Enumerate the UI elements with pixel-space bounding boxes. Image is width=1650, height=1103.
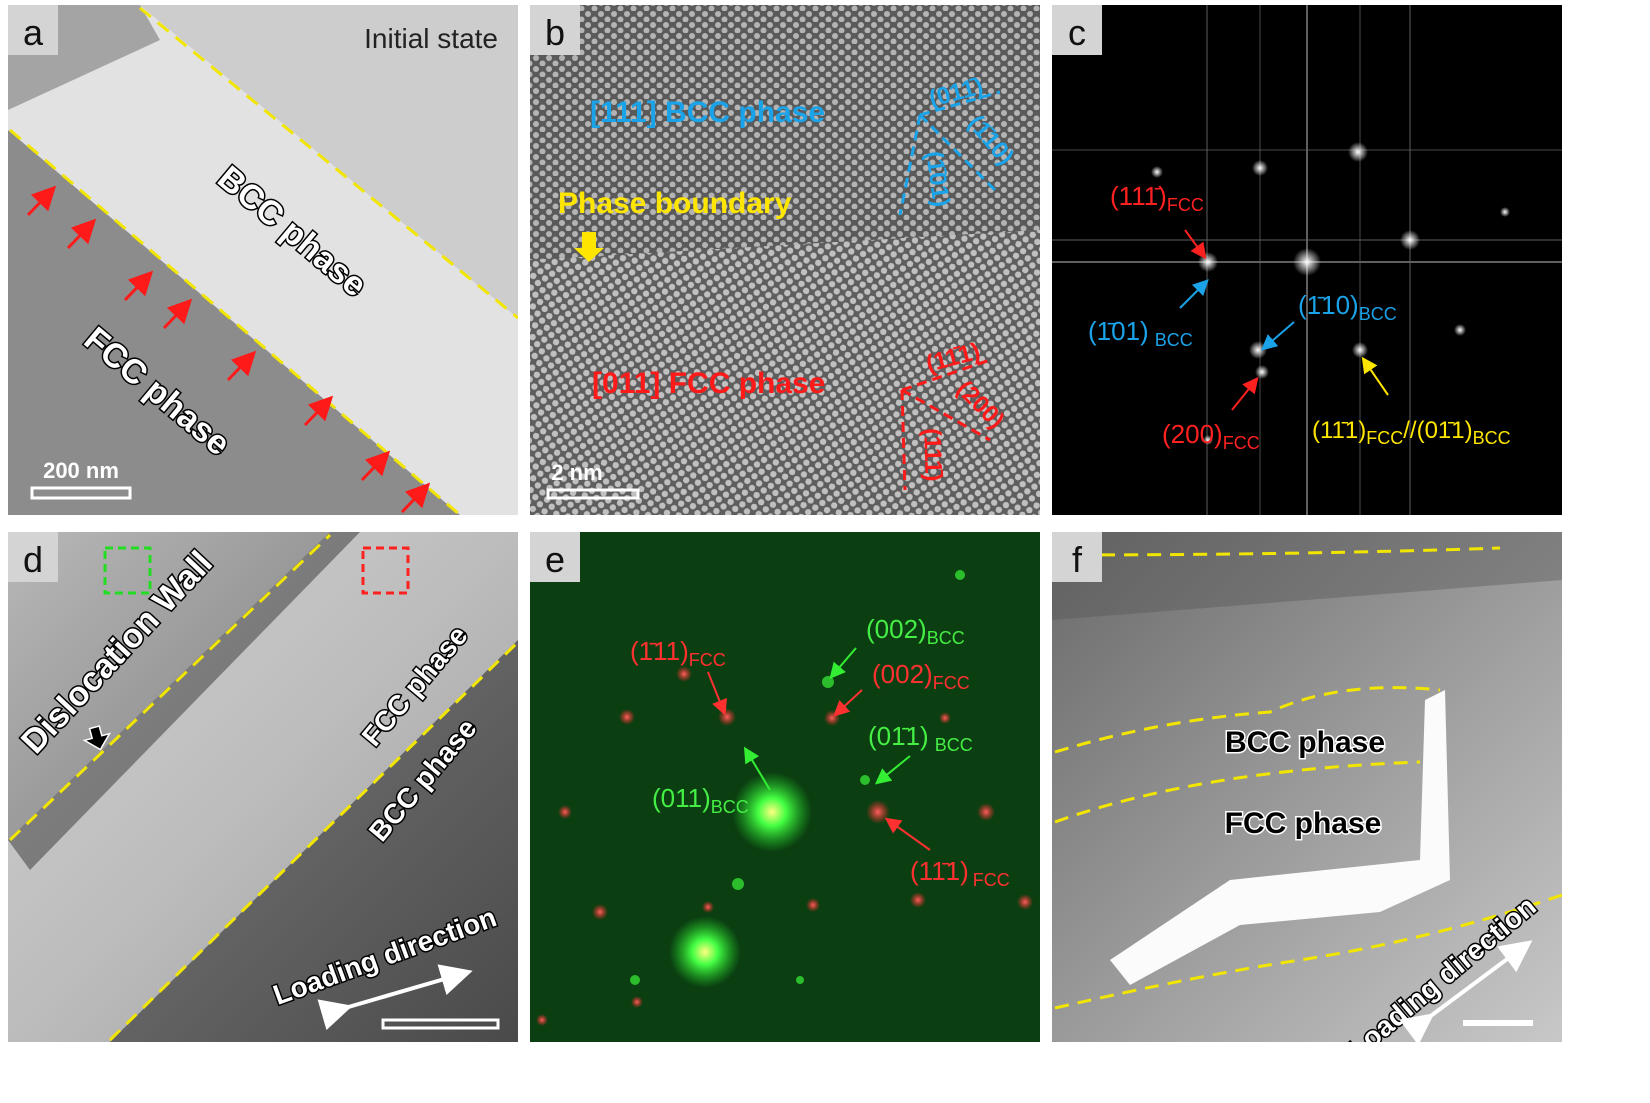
spot-index: (01̄1) <box>868 721 929 751</box>
spot-phase: BCC <box>1473 428 1511 448</box>
panel-label: c <box>1068 12 1086 53</box>
panel-label: e <box>545 539 565 580</box>
spot-label: (11̄1)FCC//(01̄1)BCC <box>1312 417 1511 448</box>
spot-phase: BCC <box>1155 330 1193 350</box>
panel-label: f <box>1072 539 1083 580</box>
panel-label: a <box>23 12 44 53</box>
spot-index: (11̄1) <box>1312 417 1366 444</box>
panel-e: (002)BCC (1̄11)FCC (002)FCC (011)BCC (01… <box>530 532 1040 1042</box>
spot-phase: FCC <box>689 650 726 670</box>
phase-label: BCC phase <box>1225 726 1385 759</box>
panel-a: 200 nm Initial state BCC phase FCC phase… <box>8 5 518 515</box>
panel-label: d <box>23 539 43 580</box>
panel-label: b <box>545 12 565 53</box>
spot-phase: FCC <box>1167 195 1204 215</box>
spot-phase: FCC <box>933 673 970 693</box>
spot-label: (1̄11)FCC <box>630 636 726 670</box>
zone-axis-label: [011] FCC phase <box>592 367 825 400</box>
zone-axis-label: [111] BCC phase <box>590 96 825 129</box>
spot-index: (002) <box>872 659 933 689</box>
panel-b: [111] BCC phase Phase boundary [011] FCC… <box>530 5 1040 515</box>
spot-index: (002) <box>866 614 927 644</box>
spot-phase: BCC <box>935 735 973 755</box>
spot-phase: BCC <box>711 797 749 817</box>
spot-index: (1̄11) <box>630 636 689 666</box>
spot-index: (200) <box>1162 419 1223 449</box>
spot-index: (11̄1) <box>910 856 969 886</box>
panel-d: Dislocation Wall FCC phase BCC phase Loa… <box>8 532 518 1042</box>
spot-label: (200)FCC <box>1162 419 1260 453</box>
spot-label: (002)BCC <box>866 614 965 648</box>
spot-label: (002)FCC <box>872 659 970 693</box>
spot-index: (011) <box>652 783 711 813</box>
boundary-label: Phase boundary <box>558 187 792 220</box>
plane-label: (111̄) <box>918 428 947 482</box>
panel-c: (111̄)FCC (1̄01) BCC (1̄10)BCC (200)FCC (… <box>1052 5 1562 515</box>
spot-index: (111̄) <box>1110 181 1167 211</box>
spot-label: (111̄)FCC <box>1110 181 1204 215</box>
caption: Initial state <box>364 23 498 54</box>
phase-label: FCC phase <box>1225 807 1382 840</box>
spot-index: (1̄10) <box>1298 290 1359 320</box>
panel-f: BCC phase FCC phase Loading direction f <box>1052 532 1562 1042</box>
spot-label: (1̄10)BCC <box>1298 290 1397 324</box>
scale-bar-label: 200 nm <box>43 458 119 483</box>
spot-index: (1̄01) <box>1088 316 1149 346</box>
scale-bar-label: 2 nm <box>551 460 602 485</box>
spot-phase: FCC <box>973 870 1010 890</box>
spot-label: (1̄01) BCC <box>1088 316 1193 350</box>
spot-phase: BCC <box>1359 304 1397 324</box>
spot-index: //(01̄1) <box>1403 417 1472 444</box>
spot-phase: BCC <box>927 628 965 648</box>
spot-phase: FCC <box>1223 433 1260 453</box>
spot-label: (01̄1) BCC <box>868 721 973 755</box>
spot-phase: FCC <box>1366 428 1403 448</box>
spot-label: (011)BCC <box>652 783 749 817</box>
spot-label: (11̄1) FCC <box>910 856 1010 890</box>
